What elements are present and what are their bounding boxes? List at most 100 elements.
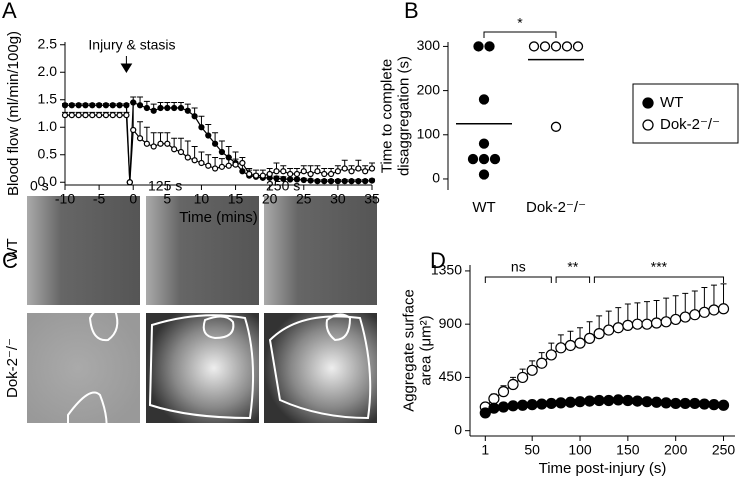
data-point [116, 112, 123, 119]
data-point [191, 157, 198, 164]
y-tick-label: 2.5 [38, 35, 58, 51]
significance-bracket [555, 276, 591, 283]
micrograph [27, 313, 140, 423]
outline [202, 315, 235, 340]
data-point [536, 398, 548, 410]
data-point [164, 104, 171, 112]
data-point [300, 176, 307, 184]
data-point [218, 148, 226, 156]
data-point [75, 102, 82, 109]
data-point [177, 148, 185, 156]
y-axis-label: Blood flow (ml/min/100g) [5, 31, 22, 196]
data-point [497, 401, 510, 413]
data-point [362, 178, 369, 185]
x-tick-label: -5 [93, 191, 106, 207]
data-point [348, 168, 355, 175]
data-point [314, 178, 321, 185]
data-point [479, 407, 491, 419]
data-point [239, 168, 246, 175]
data-point [273, 168, 280, 175]
significance-bracket [483, 31, 557, 38]
annotation-arrow [120, 56, 133, 73]
x-tick-label: 20 [262, 191, 278, 207]
data-point [641, 318, 653, 330]
data-point [622, 394, 634, 407]
data-point [698, 398, 710, 410]
panel-label: C [2, 248, 18, 273]
micrograph [146, 196, 259, 305]
data-point [717, 303, 730, 315]
data-point [143, 140, 150, 147]
significance-label: ** [567, 259, 578, 275]
y-tick-label: 0.0 [38, 173, 58, 189]
data-point [198, 159, 205, 167]
outline [268, 315, 372, 420]
data-point [327, 178, 335, 185]
significance-label: * [517, 15, 523, 31]
row-label: Dok-2⁻/⁻ [4, 338, 21, 398]
outline [67, 391, 108, 448]
data-point [539, 41, 551, 52]
data-point [164, 140, 171, 147]
data-point [550, 121, 562, 132]
data-point [564, 396, 577, 408]
y-tick-label: 1.0 [38, 118, 58, 134]
data-point [157, 140, 164, 147]
data-point [593, 394, 605, 407]
data-point [473, 41, 484, 52]
data-point [670, 313, 682, 326]
data-point [211, 165, 219, 172]
data-point [293, 170, 301, 178]
micrograph [264, 313, 377, 423]
data-point [68, 112, 75, 119]
outline [88, 305, 119, 342]
data-point [314, 168, 321, 175]
data-point [102, 102, 110, 109]
micrograph [27, 196, 140, 305]
data-point [116, 102, 123, 109]
data-point [184, 107, 191, 114]
data-point [75, 112, 82, 119]
data-point [631, 395, 644, 407]
data-point [123, 112, 130, 119]
data-point [287, 176, 294, 183]
data-point [334, 168, 341, 175]
data-point [252, 172, 260, 179]
data-point [517, 399, 529, 411]
panel-label: D [430, 248, 446, 273]
data-point [307, 170, 314, 178]
data-point [136, 135, 144, 142]
data-point [561, 41, 573, 52]
data-point [321, 178, 328, 185]
data-point [82, 102, 89, 109]
data-point [622, 319, 634, 331]
data-point [603, 324, 615, 336]
data-point [478, 94, 490, 105]
y-tick-label: 100 [417, 125, 441, 141]
data-point [136, 102, 144, 109]
data-point [266, 170, 273, 178]
x-axis-label: Time (mins) [179, 209, 258, 226]
data-point [603, 394, 615, 407]
legend-label: Dok-2⁻/⁻ [660, 116, 720, 133]
x-tick-label: 0 [129, 191, 137, 207]
data-point [526, 364, 538, 376]
data-point [708, 304, 720, 316]
data-point [689, 397, 701, 410]
data-point [488, 402, 500, 414]
outline [148, 314, 255, 420]
data-point [650, 317, 663, 329]
data-point [61, 112, 69, 119]
outline [325, 313, 352, 342]
annotation: Injury & stasis [88, 37, 175, 53]
data-point [593, 328, 605, 340]
data-point [574, 396, 586, 408]
data-point [61, 102, 69, 109]
data-point [171, 146, 178, 153]
data-point [218, 163, 226, 170]
y-axis-label: area (μm²) [417, 315, 434, 385]
y-tick-label: 0 [432, 170, 440, 186]
data-point [259, 172, 266, 179]
significance-bracket [593, 276, 725, 283]
